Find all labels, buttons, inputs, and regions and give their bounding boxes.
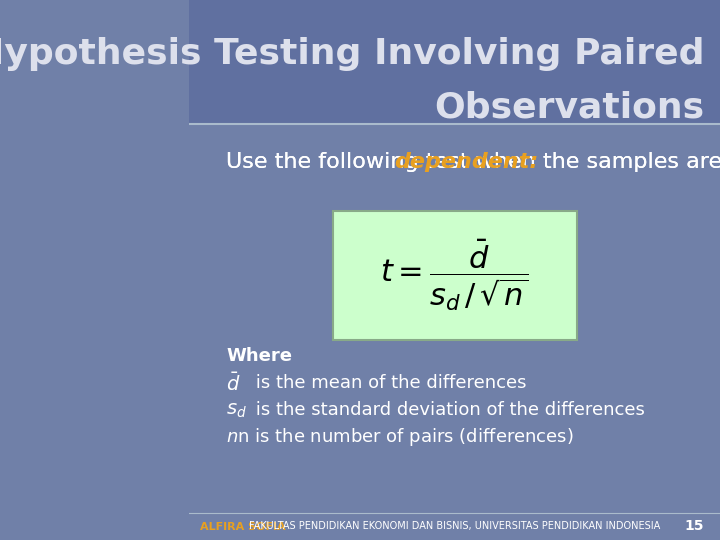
FancyBboxPatch shape <box>333 211 577 340</box>
FancyBboxPatch shape <box>189 0 720 124</box>
Text: dependent:: dependent: <box>395 152 539 172</box>
Text: Use the following test when the samples are: Use the following test when the samples … <box>226 152 720 172</box>
Text: FAKULTAS PENDIDIKAN EKONOMI DAN BISNIS, UNIVERSITAS PENDIDIKAN INDONESIA: FAKULTAS PENDIDIKAN EKONOMI DAN BISNIS, … <box>249 522 660 531</box>
Text: is the mean of the differences: is the mean of the differences <box>251 374 527 393</box>
Text: Where: Where <box>226 347 292 366</box>
Text: ALFIRA SOFIA: ALFIRA SOFIA <box>200 522 286 531</box>
Text: Observations: Observations <box>434 91 704 125</box>
Text: is the standard deviation of the differences: is the standard deviation of the differe… <box>251 401 645 420</box>
Text: $\it{n}$n is the number of pairs (differences): $\it{n}$n is the number of pairs (differ… <box>226 427 574 448</box>
Text: $t = \dfrac{\bar{d}}{s_d \, / \, \sqrt{n}}$: $t = \dfrac{\bar{d}}{s_d \, / \, \sqrt{n… <box>380 238 528 313</box>
Text: Use the following test when the samples are: Use the following test when the samples … <box>226 152 720 172</box>
Text: 15: 15 <box>685 519 704 534</box>
Text: $s_d$: $s_d$ <box>226 401 247 420</box>
Text: $\bar{d}$: $\bar{d}$ <box>226 372 241 395</box>
Text: Hypothesis Testing Involving Paired: Hypothesis Testing Involving Paired <box>0 37 704 71</box>
